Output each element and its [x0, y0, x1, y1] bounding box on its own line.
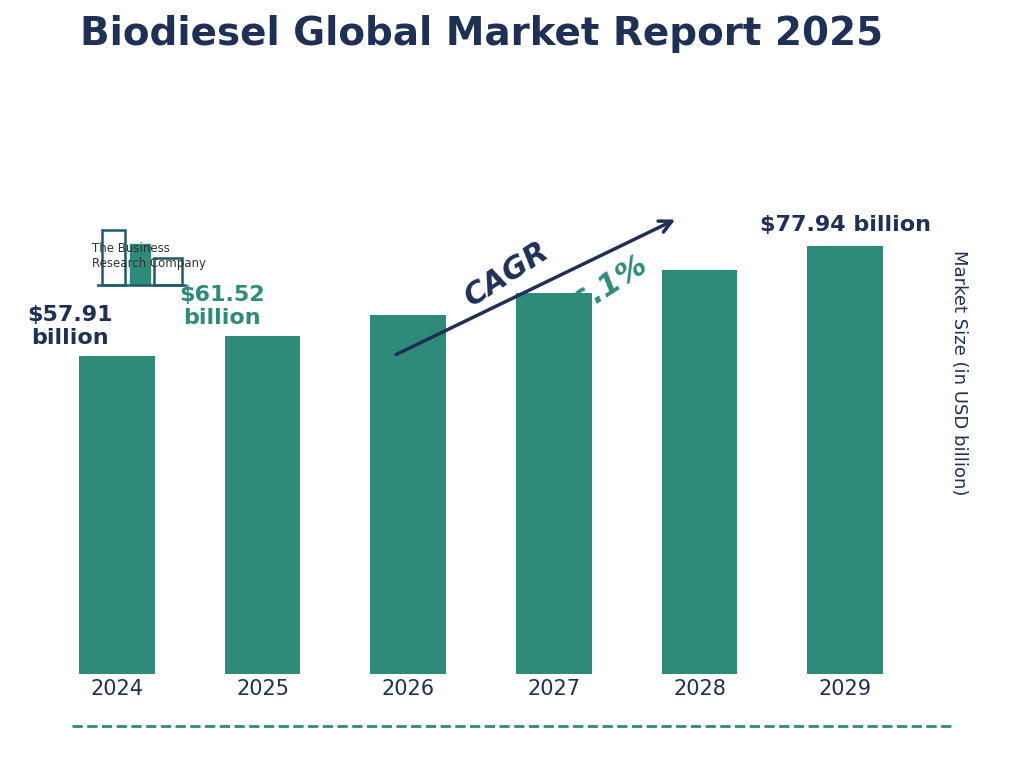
- Bar: [807, 247, 883, 674]
- Bar: [79, 356, 155, 674]
- Bar: [102, 230, 125, 286]
- Text: 6.1%: 6.1%: [565, 250, 652, 320]
- Bar: [371, 316, 446, 674]
- Title: Biodiesel Global Market Report 2025: Biodiesel Global Market Report 2025: [80, 15, 883, 53]
- Y-axis label: Market Size (in USD billion): Market Size (in USD billion): [950, 250, 968, 495]
- Text: $77.94 billion: $77.94 billion: [760, 215, 931, 235]
- Text: $61.52
billion: $61.52 billion: [179, 285, 264, 328]
- Text: The Business
Research Company: The Business Research Company: [92, 242, 206, 270]
- Bar: [129, 244, 150, 286]
- Text: $57.91
billion: $57.91 billion: [28, 305, 114, 348]
- Bar: [224, 336, 300, 674]
- Bar: [662, 270, 737, 674]
- Text: CAGR: CAGR: [459, 236, 554, 312]
- Bar: [516, 293, 592, 674]
- Bar: [155, 258, 182, 286]
